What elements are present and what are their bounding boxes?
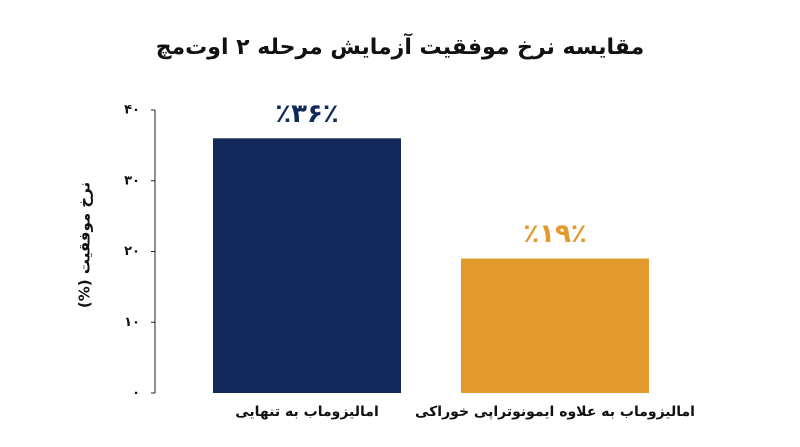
value-label: ٪۱۹٪ <box>523 219 586 249</box>
x-tick-label: امالیزوماب به علاوه ایمونوتراپی خوراکی <box>415 404 695 420</box>
x-tick-label: امالیزوماب به تنهایی <box>235 404 379 420</box>
bar <box>461 258 649 393</box>
y-tick-label: ۲۰ <box>124 244 140 259</box>
y-axis-label: نرخ موفقیت (%) <box>76 182 94 308</box>
y-tick-label: ۰ <box>132 386 140 401</box>
y-tick-label: ۳۰ <box>124 173 140 188</box>
y-tick-label: ۱۰ <box>124 315 140 330</box>
value-label: ٪۳۶٪ <box>275 99 338 129</box>
bar <box>213 138 401 393</box>
chart-title: مقایسه نرخ موفقیت آزمایش مرحله ۲ اوت‌مچ <box>156 32 645 60</box>
y-tick-label: ۴۰ <box>124 103 140 118</box>
